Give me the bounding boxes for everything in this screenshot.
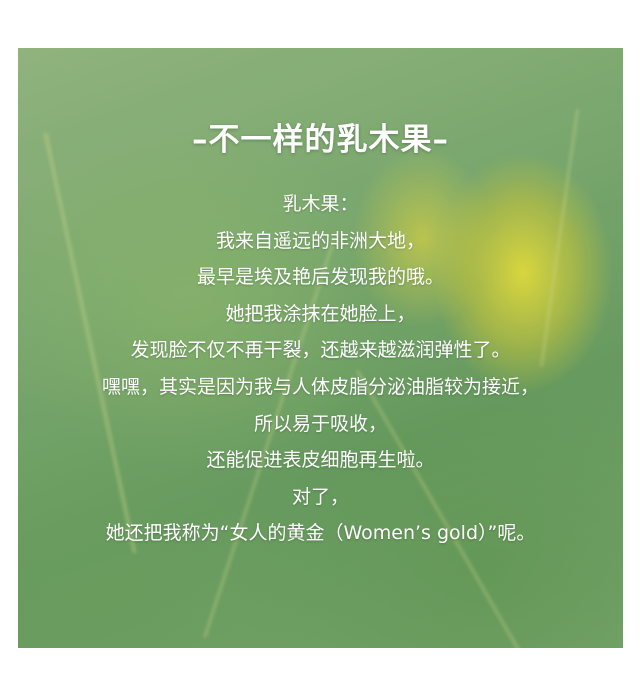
text-line: 发现脸不仅不再干裂，还越来越滋润弹性了。 [130, 339, 511, 362]
page-title: –不一样的乳木果– [192, 122, 449, 158]
text-line: 最早是埃及艳后发现我的哦。 [196, 266, 444, 289]
text-line: 对了， [291, 485, 349, 508]
text-line: 还能促进表皮细胞再生啦。 [206, 449, 435, 472]
text-line: 我来自遥远的非洲大地， [215, 229, 425, 252]
body-text: 乳木果： 我来自遥远的非洲大地， 最早是埃及艳后发现我的哦。 她把我涂抹在她脸上… [18, 186, 623, 552]
background-photo: –不一样的乳木果– 乳木果： 我来自遥远的非洲大地， 最早是埃及艳后发现我的哦。… [18, 48, 623, 648]
text-line: 所以易于吸收， [253, 412, 387, 435]
text-line: 她还把我称为“女人的黄金（Women’s gold）”呢。 [105, 522, 536, 545]
text-line: 嘿嘿，其实是因为我与人体皮脂分泌油脂较为接近， [101, 375, 539, 398]
text-line: 她把我涂抹在她脸上， [225, 302, 416, 325]
photo-tint [18, 48, 623, 648]
text-line: 乳木果： [282, 193, 359, 215]
